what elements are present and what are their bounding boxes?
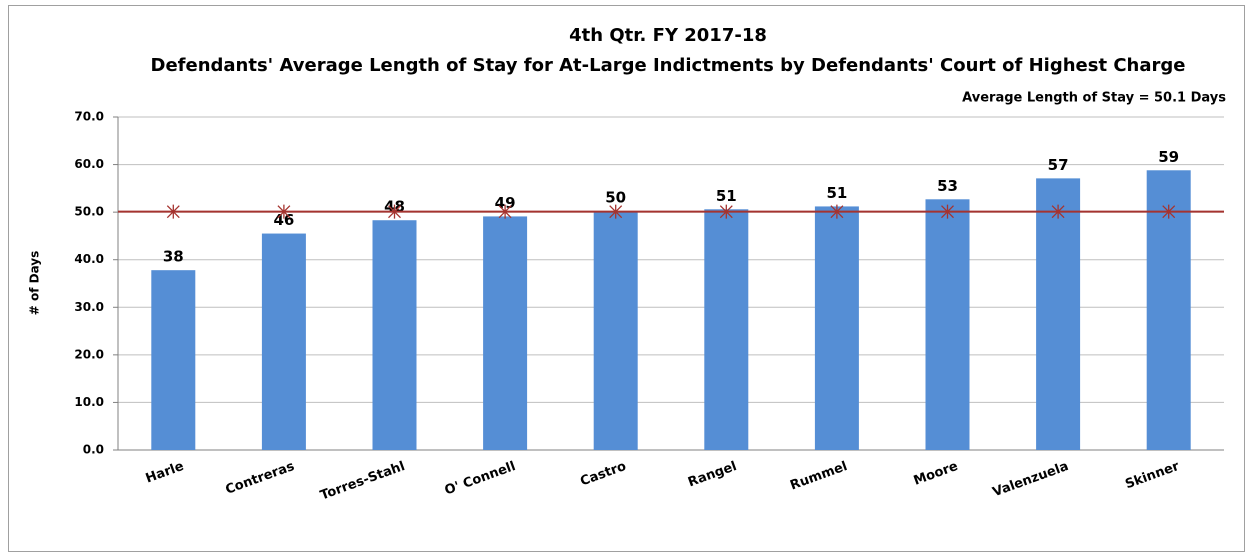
average-marker bbox=[609, 204, 623, 219]
y-axis-label: # of Days bbox=[28, 251, 42, 316]
average-marker bbox=[1162, 204, 1176, 219]
data-label: 59 bbox=[1158, 148, 1179, 166]
average-marker bbox=[941, 204, 954, 219]
y-tick-label: 0.0 bbox=[83, 443, 104, 457]
y-tick-label: 60.0 bbox=[74, 157, 104, 171]
average-marker bbox=[498, 204, 512, 219]
chart-title: 4th Qtr. FY 2017-18 bbox=[569, 25, 767, 46]
average-marker bbox=[719, 204, 733, 219]
average-marker bbox=[1051, 204, 1065, 219]
y-tick-label: 70.0 bbox=[74, 110, 104, 124]
bar bbox=[372, 220, 417, 450]
bar bbox=[483, 216, 528, 450]
y-tick-label: 10.0 bbox=[74, 395, 104, 409]
y-tick-label: 30.0 bbox=[74, 300, 104, 314]
bar bbox=[704, 209, 749, 450]
data-label: 51 bbox=[716, 187, 737, 205]
average-marker bbox=[388, 204, 401, 219]
y-tick-label: 50.0 bbox=[74, 205, 104, 219]
data-label: 49 bbox=[495, 194, 516, 212]
average-marker bbox=[277, 204, 291, 219]
bar bbox=[593, 211, 638, 450]
y-tick-label: 40.0 bbox=[74, 252, 104, 266]
annotation: Average Length of Stay = 50.1 Days bbox=[962, 91, 1226, 106]
data-label: 57 bbox=[1048, 156, 1069, 174]
y-tick-label: 20.0 bbox=[74, 347, 104, 361]
average-marker bbox=[166, 204, 180, 219]
bar bbox=[925, 199, 970, 450]
data-label: 46 bbox=[273, 211, 294, 229]
data-label: 50 bbox=[605, 189, 626, 207]
bar bbox=[1036, 178, 1081, 451]
data-label: 38 bbox=[163, 248, 184, 266]
bar bbox=[261, 233, 306, 450]
data-label: 51 bbox=[826, 184, 847, 202]
chart-subtitle: Defendants' Average Length of Stay for A… bbox=[151, 55, 1186, 76]
bar bbox=[814, 206, 859, 450]
average-marker bbox=[830, 204, 844, 219]
bar bbox=[151, 270, 196, 450]
data-label: 53 bbox=[937, 177, 958, 195]
